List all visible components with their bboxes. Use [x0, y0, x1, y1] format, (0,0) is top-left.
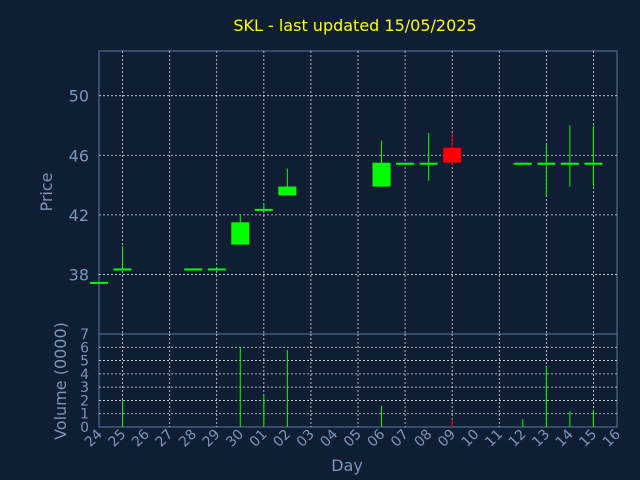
candle-body	[372, 162, 391, 187]
candle-body	[90, 281, 108, 284]
x-axis: 24 25 26 27 28 29 30 01 02 03 04 05 06 07 08 09 10 11 12 13…	[82, 426, 624, 450]
price-panel: 38 42 46 50	[69, 50, 618, 335]
volume-tick-label: 1	[80, 407, 89, 423]
x-tick-label: 03	[294, 427, 318, 451]
x-tick-label: 28	[176, 427, 200, 451]
volume-axis-label: Volume (0000)	[51, 322, 70, 440]
volume-tick-label: 6	[80, 340, 89, 356]
candle-body	[278, 186, 297, 196]
x-tick-label: 27	[153, 427, 177, 451]
x-tick-label: 25	[105, 427, 129, 451]
candle-body	[231, 222, 250, 245]
candle-body	[113, 268, 132, 271]
x-tick-label: 04	[317, 426, 341, 450]
price-tick-label: 38	[69, 265, 89, 284]
volume-tick-label: 2	[80, 393, 89, 409]
x-axis-label: Day	[331, 456, 363, 475]
price-axis-label: Price	[37, 172, 56, 211]
price-tick-label: 50	[69, 87, 89, 106]
x-tick-label: 11	[482, 427, 506, 451]
x-tick-label: 02	[270, 427, 294, 451]
x-tick-label: 10	[459, 427, 483, 451]
volume-tick-label: 5	[80, 354, 89, 370]
x-tick-label: 08	[412, 427, 436, 451]
candle-body	[419, 162, 438, 165]
x-tick-label: 29	[200, 427, 224, 451]
volume-tick-label: 4	[80, 367, 89, 383]
x-tick-label: 07	[388, 427, 412, 451]
x-tick-label: 15	[576, 427, 600, 451]
x-tick-label: 01	[247, 427, 271, 451]
candle-body	[560, 162, 579, 165]
price-tick-label: 46	[69, 146, 89, 165]
candle-body	[537, 162, 556, 165]
x-tick-label: 13	[529, 427, 553, 451]
x-tick-label: 26	[129, 426, 153, 450]
x-tick-label: 06	[364, 426, 388, 450]
candle-body	[443, 147, 462, 163]
chart-title: SKL - last updated 15/05/2025	[233, 16, 476, 35]
x-tick-label: 12	[506, 427, 530, 451]
candle-body	[254, 208, 273, 211]
volume-tick-label: 3	[80, 380, 89, 396]
x-tick-label: 09	[435, 427, 459, 451]
candle-body	[207, 268, 226, 271]
volume-tick-label: 0	[80, 420, 89, 436]
candle-body	[584, 162, 603, 165]
candle-body	[184, 268, 203, 271]
x-tick-label: 16	[600, 426, 624, 450]
x-tick-label: 30	[223, 427, 247, 451]
candle-body	[513, 162, 532, 165]
x-tick-label: 05	[341, 427, 365, 451]
price-tick-label: 42	[69, 206, 89, 225]
volume-tick-label: 7	[80, 327, 89, 343]
x-tick-label: 14	[553, 426, 577, 450]
candle-body	[396, 162, 415, 165]
